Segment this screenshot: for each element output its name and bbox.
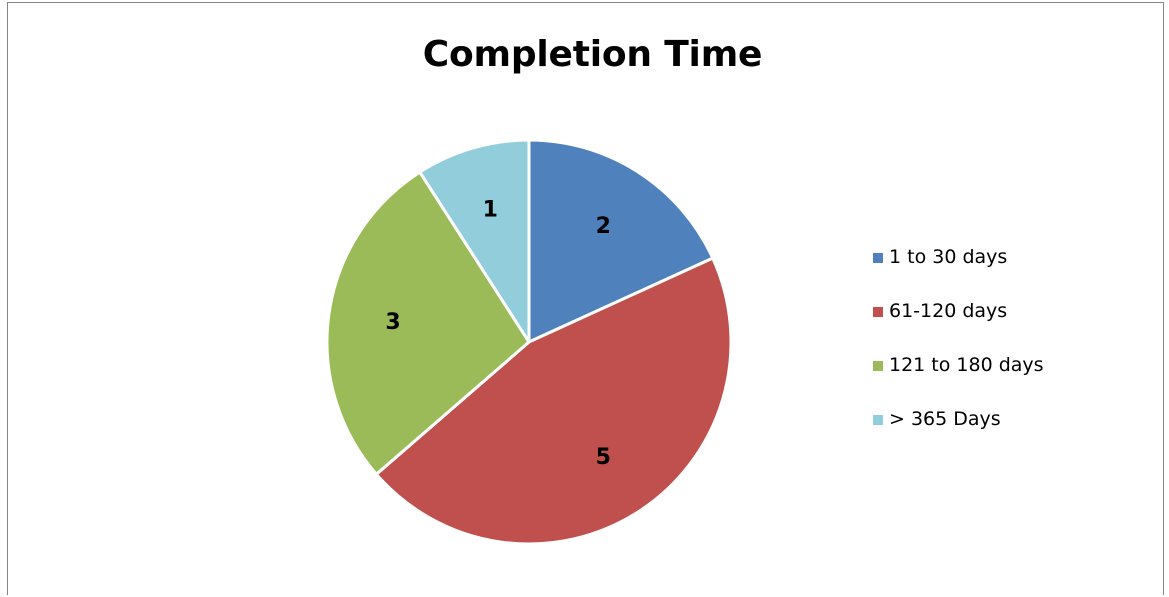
legend-item-1-to-30-days: 1 to 30 days bbox=[873, 244, 1123, 298]
pie-slice-61-120-days bbox=[374, 256, 733, 546]
legend-swatch-icon bbox=[873, 253, 883, 263]
pie-slice-1-to-30-days bbox=[527, 138, 715, 344]
pie-data-labels: 2 5 3 1 bbox=[385, 198, 611, 470]
legend-label: 1 to 30 days bbox=[889, 246, 1008, 268]
legend-item-61-120-days: 61-120 days bbox=[873, 298, 1123, 352]
legend-label: 121 to 180 days bbox=[889, 354, 1044, 376]
pie-data-label: 5 bbox=[596, 445, 611, 470]
chart-title: Completion Time bbox=[422, 34, 763, 75]
legend-swatch-icon bbox=[873, 415, 883, 425]
pie-slices bbox=[325, 138, 733, 546]
legend-label: 61-120 days bbox=[889, 300, 1008, 322]
pie-data-label: 1 bbox=[483, 198, 498, 223]
legend-swatch-icon bbox=[873, 307, 883, 317]
legend-label: > 365 Days bbox=[889, 408, 1001, 430]
pie-slice-365-days bbox=[418, 138, 531, 344]
legend-item-365-days: > 365 Days bbox=[873, 406, 1123, 460]
legend-item-121-to-180-days: 121 to 180 days bbox=[873, 352, 1123, 406]
legend: 1 to 30 days 61-120 days 121 to 180 days… bbox=[873, 244, 1123, 460]
legend-swatch-icon bbox=[873, 361, 883, 371]
pie-slice-121-to-180-days bbox=[325, 170, 531, 476]
pie-data-label: 2 bbox=[596, 214, 611, 239]
pie-data-label: 3 bbox=[385, 310, 400, 335]
